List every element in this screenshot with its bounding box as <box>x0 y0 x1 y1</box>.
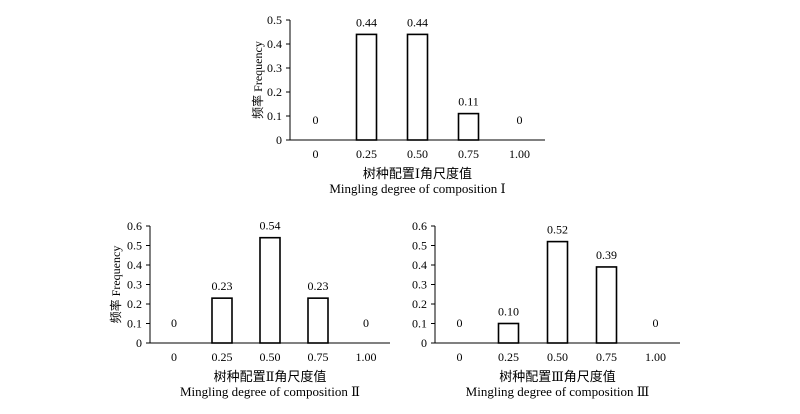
bar <box>355 33 378 141</box>
bar <box>406 33 429 141</box>
data-label: 0 <box>171 316 177 330</box>
x-tick-label: 0.75 <box>596 350 617 364</box>
chart-panel-3: 0 0.1 0.2 0.3 0.4 0.5 0.6 0 0 0.10 0.25 0.52 0.50 0.3… <box>412 219 680 399</box>
data-label: 0.52 <box>547 223 568 237</box>
x-axis-title-zh: 树种配置Ⅲ角尺度值 <box>499 369 616 384</box>
y-tick-label: 0.6 <box>127 219 142 233</box>
bar <box>595 266 618 344</box>
y-tick-label: 0.4 <box>127 258 142 272</box>
bar <box>307 297 329 344</box>
y-tick-label: 0.5 <box>267 13 282 27</box>
y-tick-label: 0 <box>276 133 282 147</box>
data-label: 0.44 <box>356 15 377 29</box>
bar <box>497 322 520 344</box>
x-tick-label: 0.50 <box>407 147 428 161</box>
bar <box>211 297 233 344</box>
x-axis-title-en: Mingling degree of composition Ⅱ <box>180 384 360 399</box>
y-tick-label: 0.3 <box>412 278 427 292</box>
data-label: 0.10 <box>498 305 519 319</box>
y-tick-label: 0.2 <box>267 85 282 99</box>
data-label: 0.39 <box>596 248 617 262</box>
y-tick-label: 0.1 <box>412 317 427 331</box>
x-tick-label: 0.75 <box>308 350 329 364</box>
y-tick-label: 0 <box>421 336 427 350</box>
y-axis-title: 频率 Frequency <box>250 41 265 119</box>
y-tick-label: 0 <box>136 336 142 350</box>
bar <box>259 236 281 344</box>
bar <box>457 112 480 141</box>
data-label: 0 <box>313 113 319 127</box>
y-tick-label: 0.2 <box>412 297 427 311</box>
data-label: 0 <box>457 316 463 330</box>
x-tick-label: 0.50 <box>260 350 281 364</box>
y-tick-label: 0.3 <box>267 61 282 75</box>
x-tick-label: 1.00 <box>509 147 530 161</box>
data-label: 0 <box>363 316 369 330</box>
data-label: 0 <box>517 113 523 127</box>
x-tick-label: 1.00 <box>645 350 666 364</box>
x-tick-label: 1.00 <box>356 350 377 364</box>
x-tick-label: 0.25 <box>498 350 519 364</box>
chart-panel-2: 0 0.1 0.2 0.3 0.4 0.5 0.6 0 0 0.23 0.25 0.54 0.50 0.2… <box>108 219 390 399</box>
x-tick-label: 0.25 <box>356 147 377 161</box>
y-tick-label: 0.1 <box>127 317 142 331</box>
y-axis-title: 频率 Frequency <box>108 246 123 324</box>
bar <box>546 240 569 344</box>
x-tick-label: 0 <box>313 147 319 161</box>
x-tick-label: 0.75 <box>458 147 479 161</box>
chart-panel-1: 00.10.20.30.40.5000.440.250.440.500.110.… <box>250 13 545 196</box>
y-tick-label: 0.3 <box>127 278 142 292</box>
data-label: 0.23 <box>308 279 329 293</box>
x-axis-title-zh: 树种配置Ⅱ角尺度值 <box>214 369 327 384</box>
data-label: 0.11 <box>458 95 479 109</box>
x-axis-title-en: Mingling degree of composition Ⅲ <box>466 384 650 399</box>
x-axis-title-zh: 树种配置Ⅰ角尺度值 <box>363 166 472 181</box>
x-tick-label: 0 <box>457 350 463 364</box>
x-tick-label: 0.50 <box>547 350 568 364</box>
data-label: 0.54 <box>260 219 281 233</box>
y-tick-label: 0.1 <box>267 109 282 123</box>
data-label: 0 <box>653 316 659 330</box>
x-axis-title-en: Mingling degree of composition Ⅰ <box>329 181 505 196</box>
y-tick-label: 0.4 <box>412 258 427 272</box>
data-label: 0.23 <box>212 279 233 293</box>
y-tick-label: 0.5 <box>412 239 427 253</box>
data-label: 0.44 <box>407 15 428 29</box>
y-tick-label: 0.2 <box>127 297 142 311</box>
y-tick-label: 0.5 <box>127 239 142 253</box>
x-tick-label: 0 <box>171 350 177 364</box>
y-tick-label: 0.4 <box>267 37 282 51</box>
x-tick-label: 0.25 <box>212 350 233 364</box>
y-tick-label: 0.6 <box>412 219 427 233</box>
